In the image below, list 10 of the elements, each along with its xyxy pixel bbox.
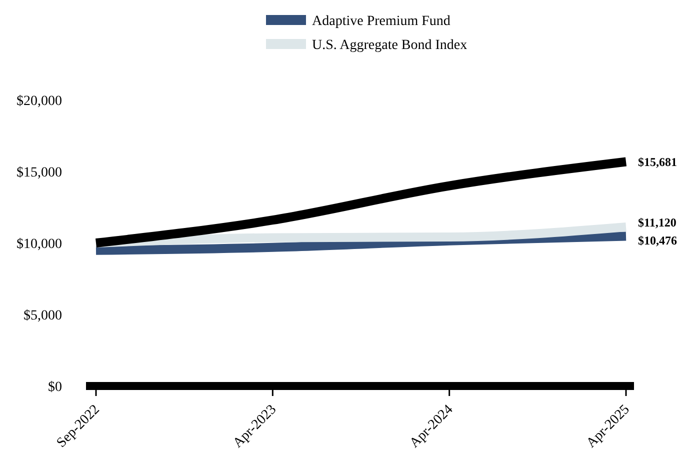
legend-label: U.S. Aggregate Bond Index — [312, 38, 468, 53]
data-label: $10,476 — [638, 234, 677, 248]
y-tick-label: $5,000 — [24, 308, 62, 324]
data-label: $15,681 — [638, 154, 677, 169]
y-tick-label: $10,000 — [16, 237, 62, 252]
y-tick-label: $20,000 — [16, 94, 62, 109]
data-label: $11,120 — [638, 216, 676, 230]
y-tick-label: $0 — [48, 380, 62, 395]
y-tick-label: $15,000 — [16, 166, 62, 180]
legend-label: Adaptive Premium Fund — [312, 14, 450, 29]
